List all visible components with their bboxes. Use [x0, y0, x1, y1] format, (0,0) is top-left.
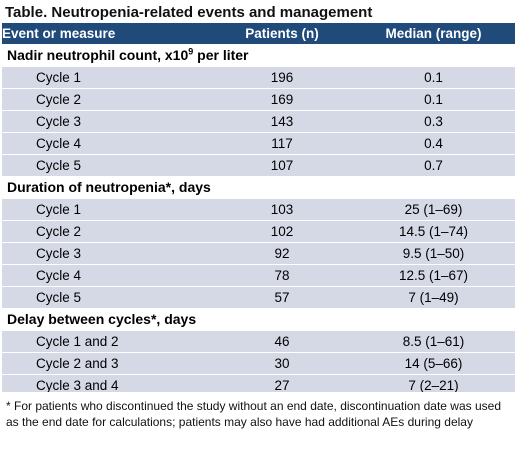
table-row: Cycle 3 92 9.5 (1–50): [2, 242, 515, 265]
row-name: Cycle 4: [2, 132, 212, 155]
row-patients: 27: [212, 374, 352, 397]
table-row: Cycle 3 and 4 27 7 (2–21): [2, 374, 515, 397]
row-median: 0.1: [352, 66, 515, 89]
row-patients: 30: [212, 352, 352, 375]
row-patients: 196: [212, 66, 352, 89]
row-name: Cycle 2 and 3: [2, 352, 212, 375]
row-patients: 169: [212, 88, 352, 111]
group-row-nadir: Nadir neutrophil count, x109 per liter: [2, 44, 515, 67]
header-row: Event or measure Patients (n) Median (ra…: [2, 23, 515, 45]
row-median: 14 (5–66): [352, 352, 515, 375]
table-title: Table. Neutropenia-related events and ma…: [5, 4, 373, 21]
table-row: Cycle 2 and 3 30 14 (5–66): [2, 352, 515, 375]
table-row: Cycle 2 102 14.5 (1–74): [2, 220, 515, 243]
row-median: 7 (1–49): [352, 286, 515, 309]
row-name: Cycle 1: [2, 66, 212, 89]
group-label: Nadir neutrophil count, x109 per liter: [2, 44, 515, 67]
header-median-range: Median (range): [352, 23, 515, 45]
row-median: 12.5 (1–67): [352, 264, 515, 287]
row-name: Cycle 3 and 4: [2, 374, 212, 397]
row-patients: 78: [212, 264, 352, 287]
row-median: 0.4: [352, 132, 515, 155]
group-label: Delay between cycles*, days: [2, 308, 515, 331]
group-label-superscript: 9: [188, 46, 194, 57]
row-name: Cycle 2: [2, 220, 212, 243]
row-patients: 102: [212, 220, 352, 243]
row-patients: 117: [212, 132, 352, 155]
table-row: Cycle 5 57 7 (1–49): [2, 286, 515, 309]
group-label: Duration of neutropenia*, days: [2, 176, 515, 199]
group-row-delay: Delay between cycles*, days: [2, 308, 515, 331]
row-patients: 57: [212, 286, 352, 309]
header-event-or-measure: Event or measure: [2, 23, 212, 45]
row-median: 14.5 (1–74): [352, 220, 515, 243]
row-median: 9.5 (1–50): [352, 242, 515, 265]
table-row: Cycle 2 169 0.1: [2, 88, 515, 111]
row-patients: 46: [212, 330, 352, 353]
row-median: 8.5 (1–61): [352, 330, 515, 353]
row-median: 25 (1–69): [352, 198, 515, 221]
row-name: Cycle 5: [2, 154, 212, 177]
row-patients: 103: [212, 198, 352, 221]
row-name: Cycle 3: [2, 242, 212, 265]
header-patients: Patients (n): [212, 23, 352, 45]
row-patients: 107: [212, 154, 352, 177]
row-median: 0.7: [352, 154, 515, 177]
group-row-duration: Duration of neutropenia*, days: [2, 176, 515, 199]
table-row: Cycle 1 and 2 46 8.5 (1–61): [2, 330, 515, 353]
row-median: 0.3: [352, 110, 515, 133]
table-row: Cycle 1 196 0.1: [2, 66, 515, 89]
group-label-suffix: per liter: [193, 47, 249, 63]
table-row: Cycle 5 107 0.7: [2, 154, 515, 177]
row-name: Cycle 1 and 2: [2, 330, 212, 353]
row-name: Cycle 1: [2, 198, 212, 221]
row-name: Cycle 4: [2, 264, 212, 287]
row-name: Cycle 3: [2, 110, 212, 133]
row-median: 0.1: [352, 88, 515, 111]
table-row: Cycle 3 143 0.3: [2, 110, 515, 133]
neutropenia-table: Event or measure Patients (n) Median (ra…: [2, 23, 515, 397]
row-name: Cycle 2: [2, 88, 212, 111]
table-footnote: * For patients who discontinued the stud…: [2, 392, 515, 455]
table-row: Cycle 4 117 0.4: [2, 132, 515, 155]
row-patients: 143: [212, 110, 352, 133]
group-label-text: Nadir neutrophil count, x10: [7, 47, 189, 63]
table-row: Cycle 1 103 25 (1–69): [2, 198, 515, 221]
row-name: Cycle 5: [2, 286, 212, 309]
row-patients: 92: [212, 242, 352, 265]
table-row: Cycle 4 78 12.5 (1–67): [2, 264, 515, 287]
